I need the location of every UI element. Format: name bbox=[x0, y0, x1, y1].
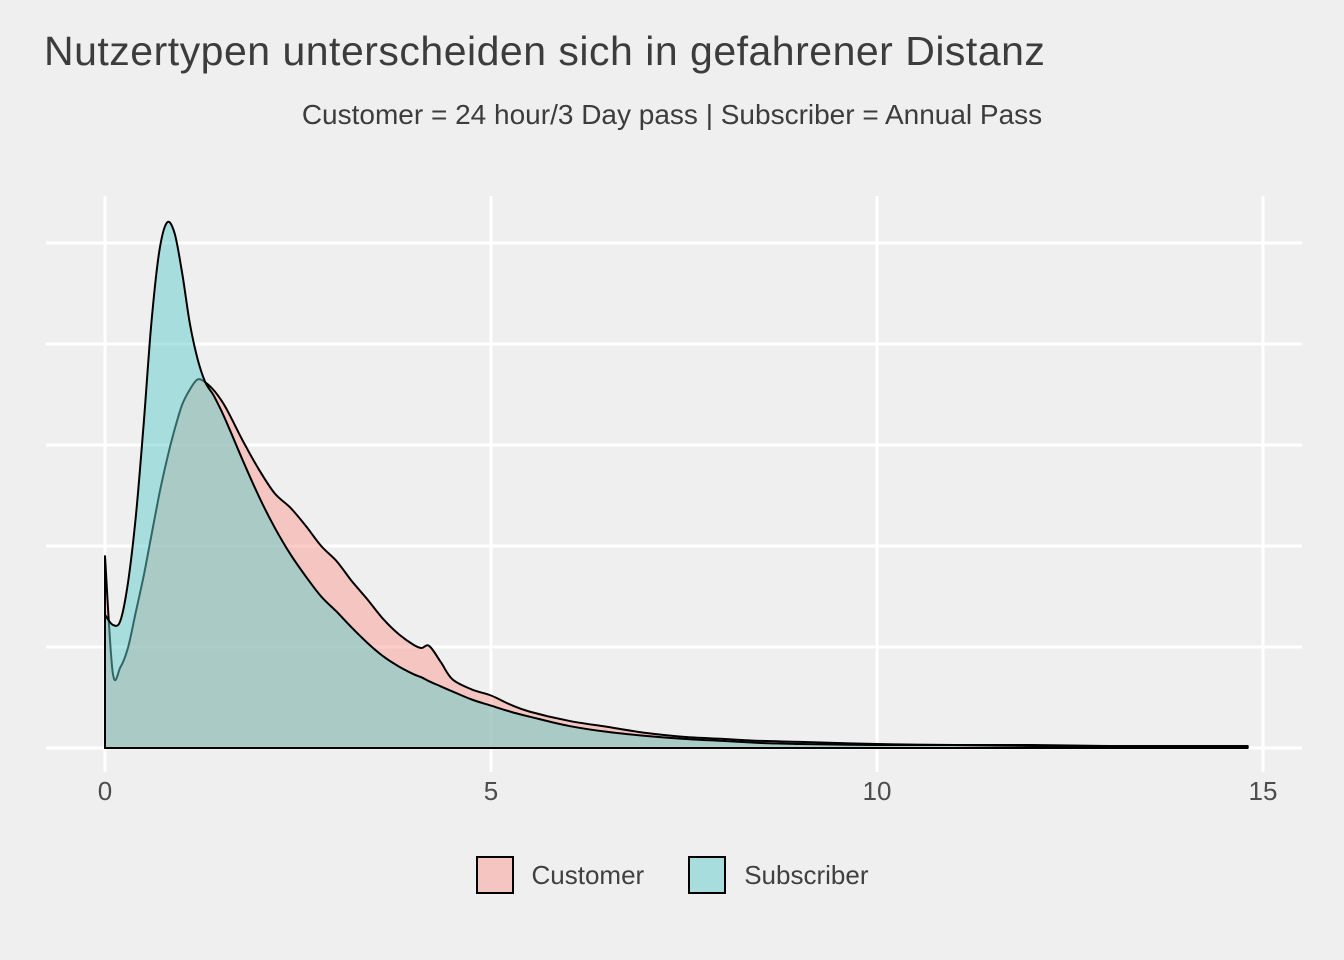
legend-swatch-subscriber bbox=[688, 856, 727, 894]
legend-item-customer: Customer bbox=[475, 856, 645, 894]
chart-subtitle: Customer = 24 hour/3 Day pass | Subscrib… bbox=[301, 99, 1043, 130]
legend-label-customer: Customer bbox=[531, 859, 645, 890]
density-area-subscriber bbox=[104, 220, 1249, 749]
x-tick-label-5: 5 bbox=[484, 776, 498, 806]
density-areas bbox=[104, 220, 1249, 749]
chart-title: Nutzertypen unterscheiden sich in gefahr… bbox=[44, 28, 1046, 74]
x-tick-label-0: 0 bbox=[98, 776, 112, 806]
legend: Customer Subscriber bbox=[0, 856, 1344, 894]
legend-swatch-customer bbox=[475, 856, 514, 894]
legend-item-subscriber: Subscriber bbox=[688, 856, 868, 894]
x-tick-label-10: 10 bbox=[863, 776, 892, 806]
x-tick-label-15: 15 bbox=[1249, 776, 1278, 806]
legend-label-subscriber: Subscriber bbox=[744, 859, 869, 890]
x-axis-labels: 0 5 10 15 bbox=[98, 776, 1278, 806]
